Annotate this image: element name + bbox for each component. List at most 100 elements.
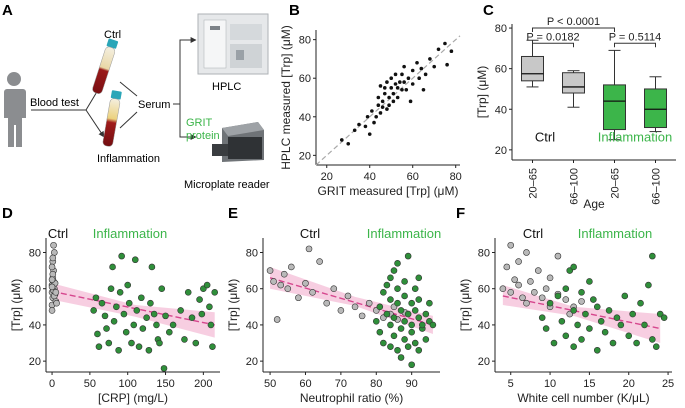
chart-d-point-inflammation [130, 321, 138, 329]
chart-b-x-tick-label: 40 [364, 171, 376, 183]
chart-d-point-inflammation [207, 321, 215, 329]
chart-c-x-tick-label: 20–65 [610, 168, 622, 199]
chart-d-point-inflammation [125, 299, 133, 307]
chart-f-point-inflammation [597, 317, 605, 325]
person-icon [4, 72, 26, 147]
chart-f-point-ctrl [562, 296, 570, 303]
chart-d-point-ctrl [51, 249, 58, 256]
chart-d-point-inflammation [113, 303, 120, 311]
chart-e-point-inflammation [390, 332, 398, 340]
chart-e-point-inflammation [401, 336, 408, 343]
chart-f-point-inflammation [562, 332, 570, 340]
chart-d-point-inflammation [177, 307, 184, 314]
chart-d-x-tick-label: 50 [84, 378, 96, 390]
chart-f-point-ctrl [511, 276, 518, 283]
chart-c-y-tick-label: 80 [495, 23, 507, 35]
chart-b-y-tick-label: 40 [299, 112, 311, 124]
chart-d-group-inflammation: Inflammation [93, 226, 167, 241]
chart-d-y-tick-label: 80 [29, 247, 41, 259]
chart-b-point [376, 95, 381, 100]
chart-d-point-inflammation [145, 346, 153, 354]
chart-e-point-ctrl [365, 299, 373, 307]
chart-d-x-tick-label: 0 [49, 378, 55, 390]
chart-f-point-ctrl [515, 281, 522, 289]
chart-e-point-inflammation [401, 292, 408, 300]
chart-b-point [404, 87, 409, 92]
chart-d-point-inflammation [94, 330, 101, 338]
chart-b-point [389, 76, 394, 81]
chart-c-p-value: P = 0.0182 [526, 31, 579, 43]
chart-b-point [387, 103, 391, 108]
chart-b-point [443, 41, 447, 46]
chart-b-x-axis-label: GRIT measured [Trp] (μM) [318, 184, 459, 198]
chart-e-point-inflammation [411, 339, 419, 347]
chart-b-point [395, 95, 400, 100]
chart-e-point-inflammation [411, 307, 419, 314]
chart-f-point-inflammation [578, 289, 585, 296]
chart-f-point-ctrl [542, 285, 550, 293]
chart-e-point-inflammation [401, 278, 408, 285]
chart-b-point [357, 122, 361, 127]
chart-e-point-ctrl [266, 267, 274, 274]
chart-d-point-inflammation [150, 310, 158, 318]
chart-f-point-inflammation [570, 263, 577, 271]
chart-e-point-inflammation [376, 328, 384, 336]
chart-f-y-axis-label: [Trp] (μM) [458, 279, 472, 331]
chart-f-point-inflammation [562, 285, 570, 293]
chart-d-point-inflammation [90, 307, 97, 314]
chart-d-point-inflammation [169, 321, 177, 329]
chart-e-y-tick-label: 60 [246, 284, 258, 296]
chart-c-comparison-bracket [614, 42, 656, 48]
chart-c-comparison-bracket [532, 42, 574, 48]
chart-e-point-ctrl [358, 312, 366, 320]
chart-f-point-inflammation [586, 325, 593, 332]
chart-d-point-inflammation [120, 310, 128, 318]
chart-f-point-inflammation [609, 339, 617, 347]
chart-d-point-inflammation [166, 328, 173, 336]
chart-b-point [393, 82, 398, 86]
chart-f-point-inflammation [554, 292, 562, 300]
chart-b-point [378, 84, 383, 88]
split-arrow-bottom [85, 109, 105, 138]
chart-d-point-inflammation [196, 296, 203, 303]
chart-f-y-tick-label: 60 [478, 284, 490, 296]
chart-c-x-tick-label: 20–65 [528, 168, 540, 199]
chart-e-point-inflammation [383, 310, 391, 318]
chart-d-point-ctrl [49, 254, 57, 262]
chart-d-point-inflammation [98, 299, 106, 307]
chart-e-point-inflammation [415, 346, 423, 354]
panel-d-label: D [2, 205, 13, 222]
serum-label: Serum [138, 99, 170, 111]
chart-d-x-tick-label: 100 [119, 378, 137, 390]
chart-b-point [365, 114, 370, 119]
chart-b-point [363, 124, 368, 129]
chart-e-point-inflammation [404, 310, 412, 318]
chart-e-point-inflammation [397, 354, 405, 361]
chart-e-point-ctrl [302, 279, 309, 287]
chart-e-x-tick-label: 50 [264, 378, 276, 390]
chart-b-point [387, 95, 391, 100]
chart-d-point-ctrl [48, 307, 56, 314]
merge-line-top [119, 81, 138, 97]
chart-e-point-ctrl [351, 303, 359, 311]
chart-b-point [376, 103, 381, 108]
chart-d-point-inflammation [95, 343, 103, 350]
chart-e-point-inflammation [387, 296, 394, 303]
chart-e-point-ctrl [305, 245, 313, 253]
chart-d-point-inflammation [116, 289, 124, 296]
chart-d-point-inflammation [131, 256, 139, 264]
chart-f-point-inflammation [578, 336, 585, 343]
chart-f-point-ctrl [523, 249, 530, 256]
chart-f-point-ctrl [534, 267, 542, 274]
chart-d-point-ctrl [48, 276, 56, 283]
chart-d-point-inflammation [211, 289, 219, 296]
chart-d-point-ctrl [48, 263, 56, 271]
merge-line-bottom [119, 111, 138, 129]
chart-e-point-inflammation [372, 317, 380, 325]
chart-d-fit-line [51, 290, 215, 326]
chart-d-point-inflammation [115, 346, 122, 354]
chart-c-p-value: P = 0.5114 [609, 31, 662, 43]
chart-e-point-inflammation [394, 346, 401, 354]
microplate-reader-icon [212, 122, 264, 162]
